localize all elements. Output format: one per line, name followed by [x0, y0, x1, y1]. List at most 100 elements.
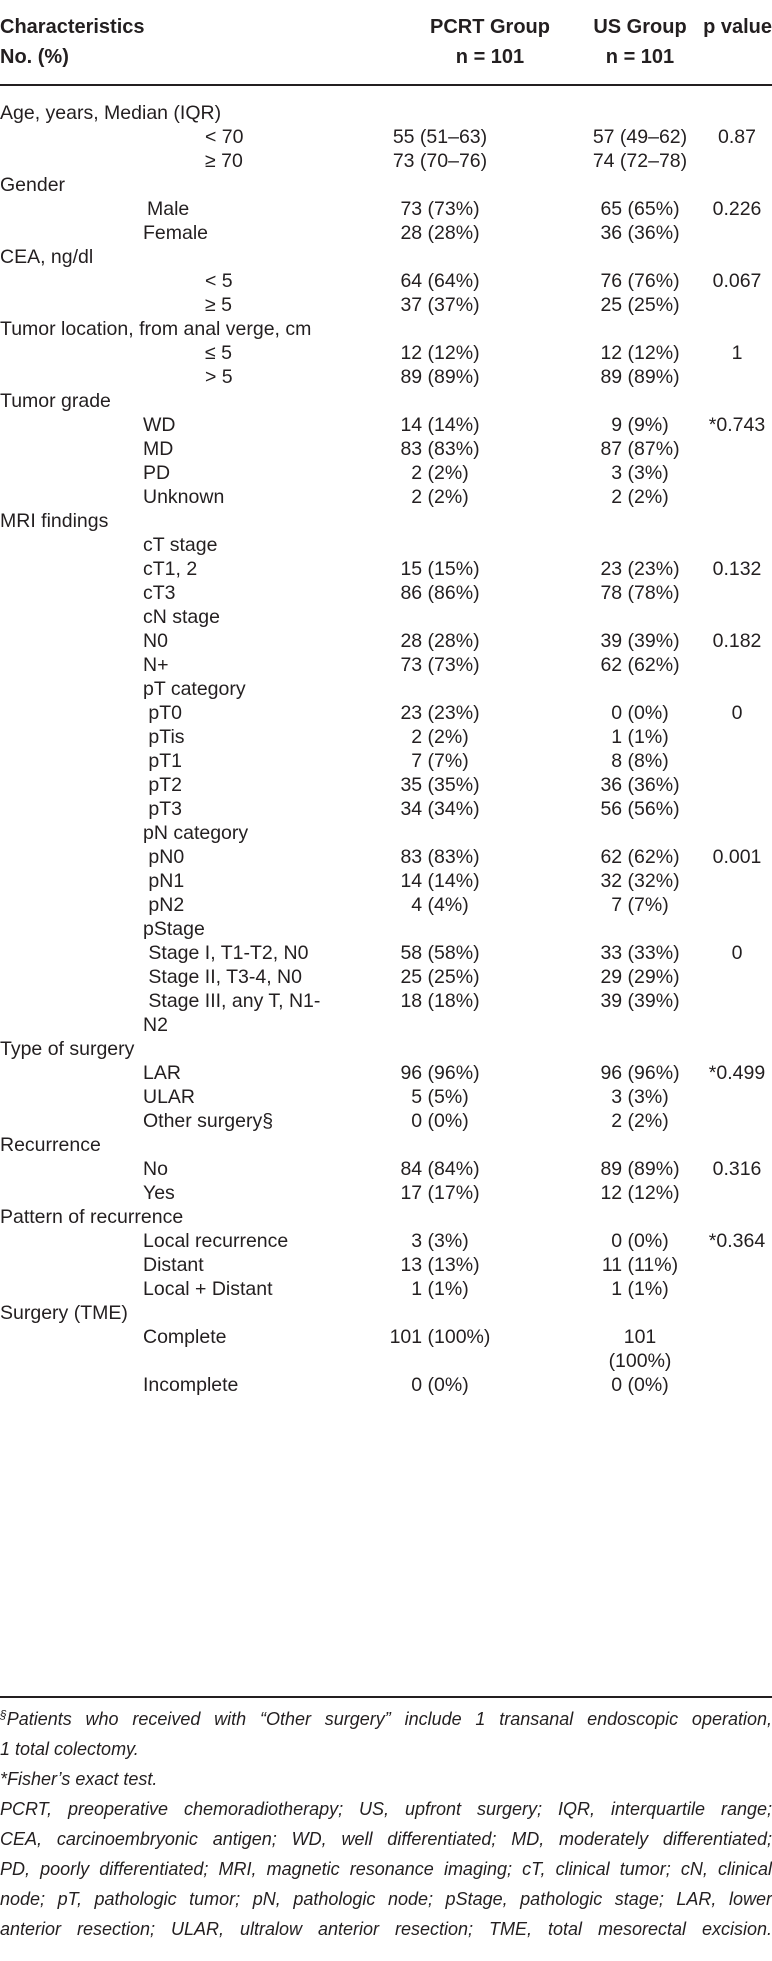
- row-pcrt-value: 18 (18%): [400, 990, 480, 1012]
- footnote-other-surgery-line1: §Patients who received with “Other surge…: [0, 1708, 772, 1729]
- row-subcategory: N2: [143, 1014, 168, 1036]
- table-row: Tumor location, from anal verge, cm: [0, 314, 772, 344]
- abbreviations-line5: anterior resection; ULAR, ultralow anter…: [0, 1919, 772, 1939]
- row-us-value: (100%): [608, 1350, 672, 1372]
- table-row: PD 2 (2%) 3 (3%): [0, 458, 772, 488]
- row-us-value: 87 (87%): [600, 438, 680, 460]
- row-subcategory: pN0: [143, 846, 185, 868]
- row-pcrt-value: 73 (73%): [400, 198, 480, 220]
- row-us-value: 36 (36%): [600, 774, 680, 796]
- table-row: Gender: [0, 170, 772, 200]
- row-us-value: 7 (7%): [611, 894, 669, 916]
- row-us-value: 96 (96%): [600, 1062, 680, 1084]
- row-pcrt-value: 23 (23%): [400, 702, 480, 724]
- row-us-value: 12 (12%): [600, 342, 680, 364]
- table-row: cT3 86 (86%) 78 (78%): [0, 578, 772, 608]
- row-subcategory: Incomplete: [143, 1374, 239, 1396]
- table-row: Complete 101 (100%) 101: [0, 1322, 772, 1352]
- row-us-value: 62 (62%): [600, 654, 680, 676]
- row-category: Tumor grade: [0, 390, 111, 412]
- footnote-fisher: *Fisher’s exact test.: [0, 1769, 158, 1789]
- row-p-value: 0: [731, 702, 743, 724]
- row-us-value: 11 (11%): [601, 1254, 679, 1276]
- row-us-value: 0 (0%): [611, 702, 669, 724]
- table-row: No 84 (84%) 89 (89%) 0.316: [0, 1154, 772, 1184]
- row-pcrt-value: 17 (17%): [400, 1182, 480, 1204]
- row-us-value: 2 (2%): [611, 486, 669, 508]
- row-us-value: 0 (0%): [611, 1374, 669, 1396]
- row-pcrt-value: 4 (4%): [411, 894, 469, 916]
- table-row: Age, years, Median (IQR): [0, 98, 772, 128]
- row-subcategory: ≥ 70: [205, 150, 243, 172]
- header-characteristics: Characteristics No. (%): [0, 12, 145, 72]
- row-subcategory: > 5: [205, 366, 233, 388]
- table-row: (100%): [0, 1346, 772, 1376]
- row-pcrt-value: 83 (83%): [400, 438, 480, 460]
- row-subcategory: < 70: [205, 126, 244, 148]
- row-subcategory: Yes: [143, 1182, 175, 1204]
- row-subcategory: pT category: [143, 678, 246, 700]
- table-row: MD 83 (83%) 87 (87%): [0, 434, 772, 464]
- row-pcrt-value: 34 (34%): [400, 798, 480, 820]
- row-subcategory: LAR: [143, 1062, 181, 1084]
- row-subcategory: Stage III, any T, N1-: [143, 990, 321, 1012]
- table-row: CEA, ng/dl: [0, 242, 772, 272]
- table-row: pN category: [0, 818, 772, 848]
- table-row: cT stage: [0, 530, 772, 560]
- table-row: N0 28 (28%) 39 (39%) 0.182: [0, 626, 772, 656]
- row-pcrt-value: 64 (64%): [400, 270, 480, 292]
- table-row: WD 14 (14%) 9 (9%) *0.743: [0, 410, 772, 440]
- row-subcategory: cN stage: [143, 606, 220, 628]
- table-row: pT3 34 (34%) 56 (56%): [0, 794, 772, 824]
- header-col1-line1: Characteristics: [0, 16, 145, 38]
- row-subcategory: Other surgery§: [143, 1110, 274, 1132]
- row-subcategory: ≤ 5: [205, 342, 232, 364]
- row-pcrt-value: 37 (37%): [400, 294, 480, 316]
- header-us-group: US Group n = 101: [565, 12, 715, 72]
- row-subcategory: pT3: [143, 798, 183, 820]
- abbreviations-line1: PCRT, preoperative chemoradiotherapy; US…: [0, 1799, 772, 1819]
- row-category: Type of surgery: [0, 1038, 135, 1060]
- table-row: MRI findings: [0, 506, 772, 536]
- row-pcrt-value: 35 (35%): [400, 774, 480, 796]
- table-row: ≥ 70 73 (70–76) 74 (72–78): [0, 146, 772, 176]
- header-col1-line2: No. (%): [0, 46, 69, 68]
- table-row: pN2 4 (4%) 7 (7%): [0, 890, 772, 920]
- row-subcategory: pN category: [143, 822, 249, 844]
- row-p-value: *0.499: [708, 1062, 766, 1084]
- row-us-value: 36 (36%): [600, 222, 680, 244]
- row-category: Surgery (TME): [0, 1302, 128, 1324]
- table-row: cT1, 2 15 (15%) 23 (23%) 0.132: [0, 554, 772, 584]
- footnotes: §Patients who received with “Other surge…: [0, 1704, 772, 1944]
- table-row: LAR 96 (96%) 96 (96%) *0.499: [0, 1058, 772, 1088]
- row-subcategory: pT1: [143, 750, 183, 772]
- row-pcrt-value: 13 (13%): [400, 1254, 480, 1276]
- table-row: < 70 55 (51–63) 57 (49–62) 0.87: [0, 122, 772, 152]
- row-subcategory: Local recurrence: [143, 1230, 289, 1252]
- row-subcategory: pStage: [143, 918, 205, 940]
- row-us-value: 56 (56%): [600, 798, 680, 820]
- row-pcrt-value: 2 (2%): [411, 726, 469, 748]
- row-pcrt-value: 73 (70–76): [392, 150, 488, 172]
- table-row: pStage: [0, 914, 772, 944]
- table-row: pT1 7 (7%) 8 (8%): [0, 746, 772, 776]
- header-pcrt-group: PCRT Group n = 101: [400, 12, 580, 72]
- header-col3-line1: US Group: [593, 16, 687, 38]
- row-pcrt-value: 101 (100%): [389, 1326, 491, 1348]
- header-rule: [0, 84, 772, 86]
- table-bottom-rule: [0, 1696, 772, 1698]
- row-pcrt-value: 0 (0%): [411, 1374, 469, 1396]
- row-p-value: 1: [731, 342, 743, 364]
- row-p-value: 0.316: [712, 1158, 762, 1180]
- row-subcategory: N0: [143, 630, 168, 652]
- table-row: Local recurrence 3 (3%) 0 (0%) *0.364: [0, 1226, 772, 1256]
- row-us-value: 1 (1%): [611, 726, 669, 748]
- row-us-value: 101: [623, 1326, 657, 1348]
- table-row: pN1 14 (14%) 32 (32%): [0, 866, 772, 896]
- row-us-value: 78 (78%): [600, 582, 680, 604]
- row-us-value: 57 (49–62): [592, 126, 688, 148]
- table-row: Yes 17 (17%) 12 (12%): [0, 1178, 772, 1208]
- table-row: pT category: [0, 674, 772, 704]
- abbreviations-line3: PD, poorly differentiated; MRI, magnetic…: [0, 1859, 772, 1879]
